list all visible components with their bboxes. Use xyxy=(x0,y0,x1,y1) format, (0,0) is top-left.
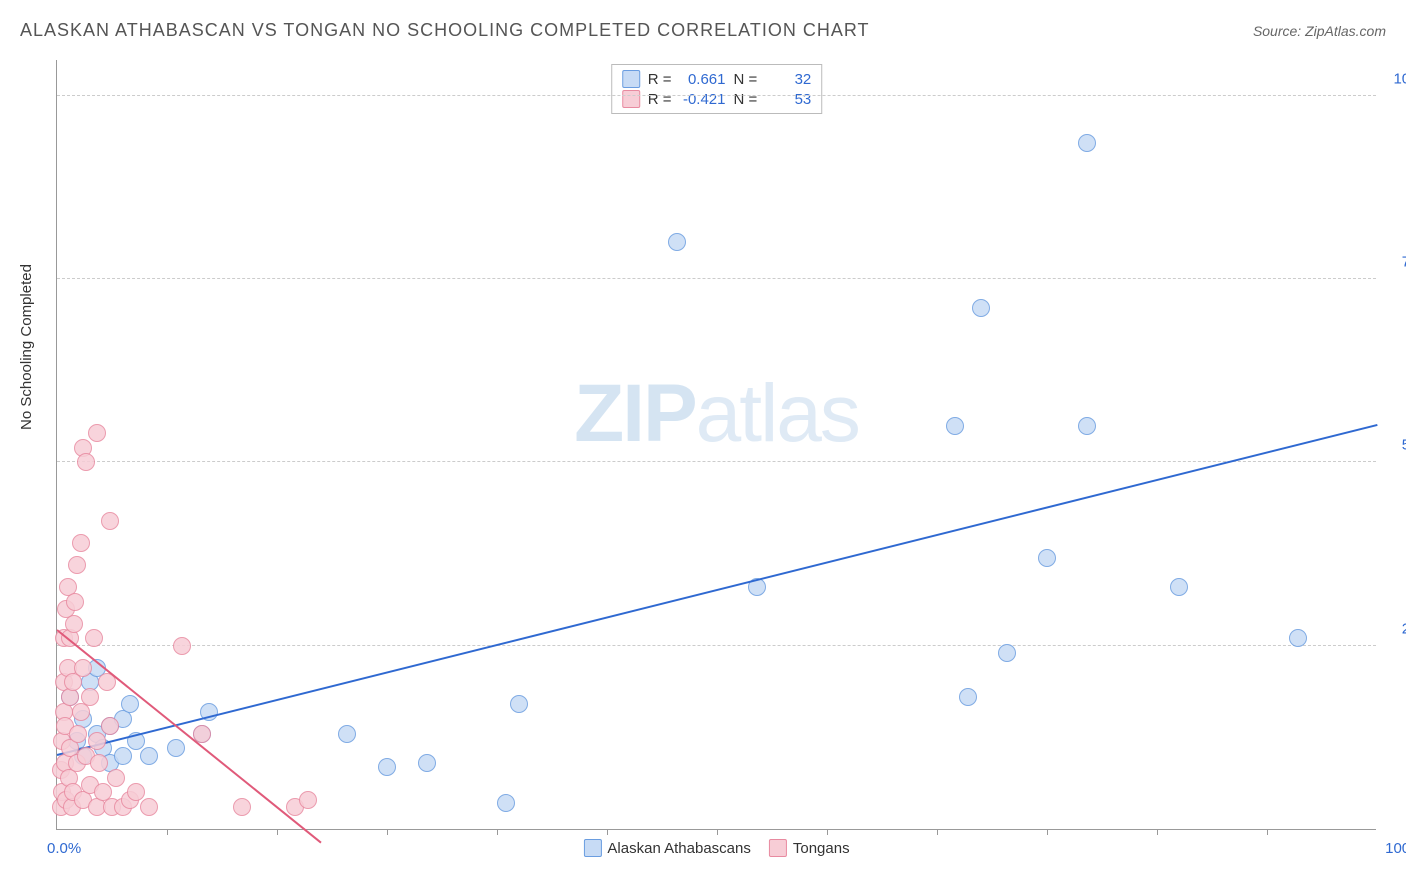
data-point xyxy=(85,629,103,647)
y-tick-label: 10.0% xyxy=(1381,70,1406,87)
series-swatch xyxy=(622,90,640,108)
legend-item: Tongans xyxy=(769,839,850,857)
data-point xyxy=(65,615,83,633)
correlation-stats-box: R =0.661 N =32 R =-0.421 N =53 xyxy=(611,64,823,114)
x-tick xyxy=(1047,829,1048,835)
data-point xyxy=(127,783,145,801)
data-point xyxy=(299,791,317,809)
data-point xyxy=(66,593,84,611)
stat-r-label: R = xyxy=(648,71,672,88)
watermark-atlas: atlas xyxy=(696,368,859,459)
x-axis-min-label: 0.0% xyxy=(47,840,81,857)
stat-n-value: 32 xyxy=(761,71,811,88)
y-axis-label: No Schooling Completed xyxy=(18,264,35,430)
series-swatch xyxy=(622,70,640,88)
x-tick xyxy=(277,829,278,835)
data-point xyxy=(946,417,964,435)
data-point xyxy=(1038,549,1056,567)
stat-n-label: N = xyxy=(734,91,758,108)
x-tick xyxy=(717,829,718,835)
x-tick xyxy=(497,829,498,835)
data-point xyxy=(101,717,119,735)
data-point xyxy=(140,798,158,816)
series-legend: Alaskan Athabascans Tongans xyxy=(583,839,849,857)
legend-label: Alaskan Athabascans xyxy=(607,840,750,857)
data-point xyxy=(101,512,119,530)
watermark: ZIPatlas xyxy=(574,367,859,461)
source-attribution: Source: ZipAtlas.com xyxy=(1253,23,1386,39)
x-tick xyxy=(937,829,938,835)
stat-n-label: N = xyxy=(734,71,758,88)
legend-label: Tongans xyxy=(793,840,850,857)
data-point xyxy=(74,659,92,677)
data-point xyxy=(510,695,528,713)
data-point xyxy=(72,534,90,552)
watermark-zip: ZIP xyxy=(574,368,696,459)
stat-r-value: 0.661 xyxy=(676,71,726,88)
data-point xyxy=(998,644,1016,662)
data-point xyxy=(88,732,106,750)
data-point xyxy=(121,695,139,713)
data-point xyxy=(114,747,132,765)
data-point xyxy=(959,688,977,706)
data-point xyxy=(972,299,990,317)
x-axis-max-label: 100.0% xyxy=(1385,840,1406,857)
data-point xyxy=(90,754,108,772)
data-point xyxy=(69,725,87,743)
data-point xyxy=(1078,417,1096,435)
stats-row: R =-0.421 N =53 xyxy=(622,89,812,109)
gridline xyxy=(57,461,1376,462)
data-point xyxy=(497,794,515,812)
data-point xyxy=(167,739,185,757)
data-point xyxy=(1170,578,1188,596)
chart-header: ALASKAN ATHABASCAN VS TONGAN NO SCHOOLIN… xyxy=(20,20,1386,41)
y-tick-label: 7.5% xyxy=(1381,254,1406,271)
gridline xyxy=(57,95,1376,96)
stat-n-value: 53 xyxy=(761,91,811,108)
stat-r-value: -0.421 xyxy=(676,91,726,108)
source-prefix: Source: xyxy=(1253,23,1305,39)
x-tick xyxy=(387,829,388,835)
data-point xyxy=(233,798,251,816)
data-point xyxy=(140,747,158,765)
data-point xyxy=(668,233,686,251)
gridline xyxy=(57,278,1376,279)
gridline xyxy=(57,645,1376,646)
data-point xyxy=(1078,134,1096,152)
data-point xyxy=(338,725,356,743)
x-tick xyxy=(607,829,608,835)
chart-title: ALASKAN ATHABASCAN VS TONGAN NO SCHOOLIN… xyxy=(20,20,870,41)
data-point xyxy=(1289,629,1307,647)
source-name: ZipAtlas.com xyxy=(1305,23,1386,39)
legend-item: Alaskan Athabascans xyxy=(583,839,750,857)
data-point xyxy=(173,637,191,655)
x-tick xyxy=(167,829,168,835)
data-point xyxy=(107,769,125,787)
stats-row: R =0.661 N =32 xyxy=(622,69,812,89)
data-point xyxy=(77,453,95,471)
legend-swatch xyxy=(769,839,787,857)
data-point xyxy=(378,758,396,776)
y-tick-label: 2.5% xyxy=(1381,620,1406,637)
plot-area: ZIPatlas R =0.661N =32R =-0.421N =53 Ala… xyxy=(56,60,1376,830)
x-tick xyxy=(827,829,828,835)
data-point xyxy=(68,556,86,574)
x-tick xyxy=(1267,829,1268,835)
data-point xyxy=(81,688,99,706)
data-point xyxy=(88,424,106,442)
data-point xyxy=(418,754,436,772)
legend-swatch xyxy=(583,839,601,857)
x-tick xyxy=(1157,829,1158,835)
stat-r-label: R = xyxy=(648,91,672,108)
y-tick-label: 5.0% xyxy=(1381,437,1406,454)
